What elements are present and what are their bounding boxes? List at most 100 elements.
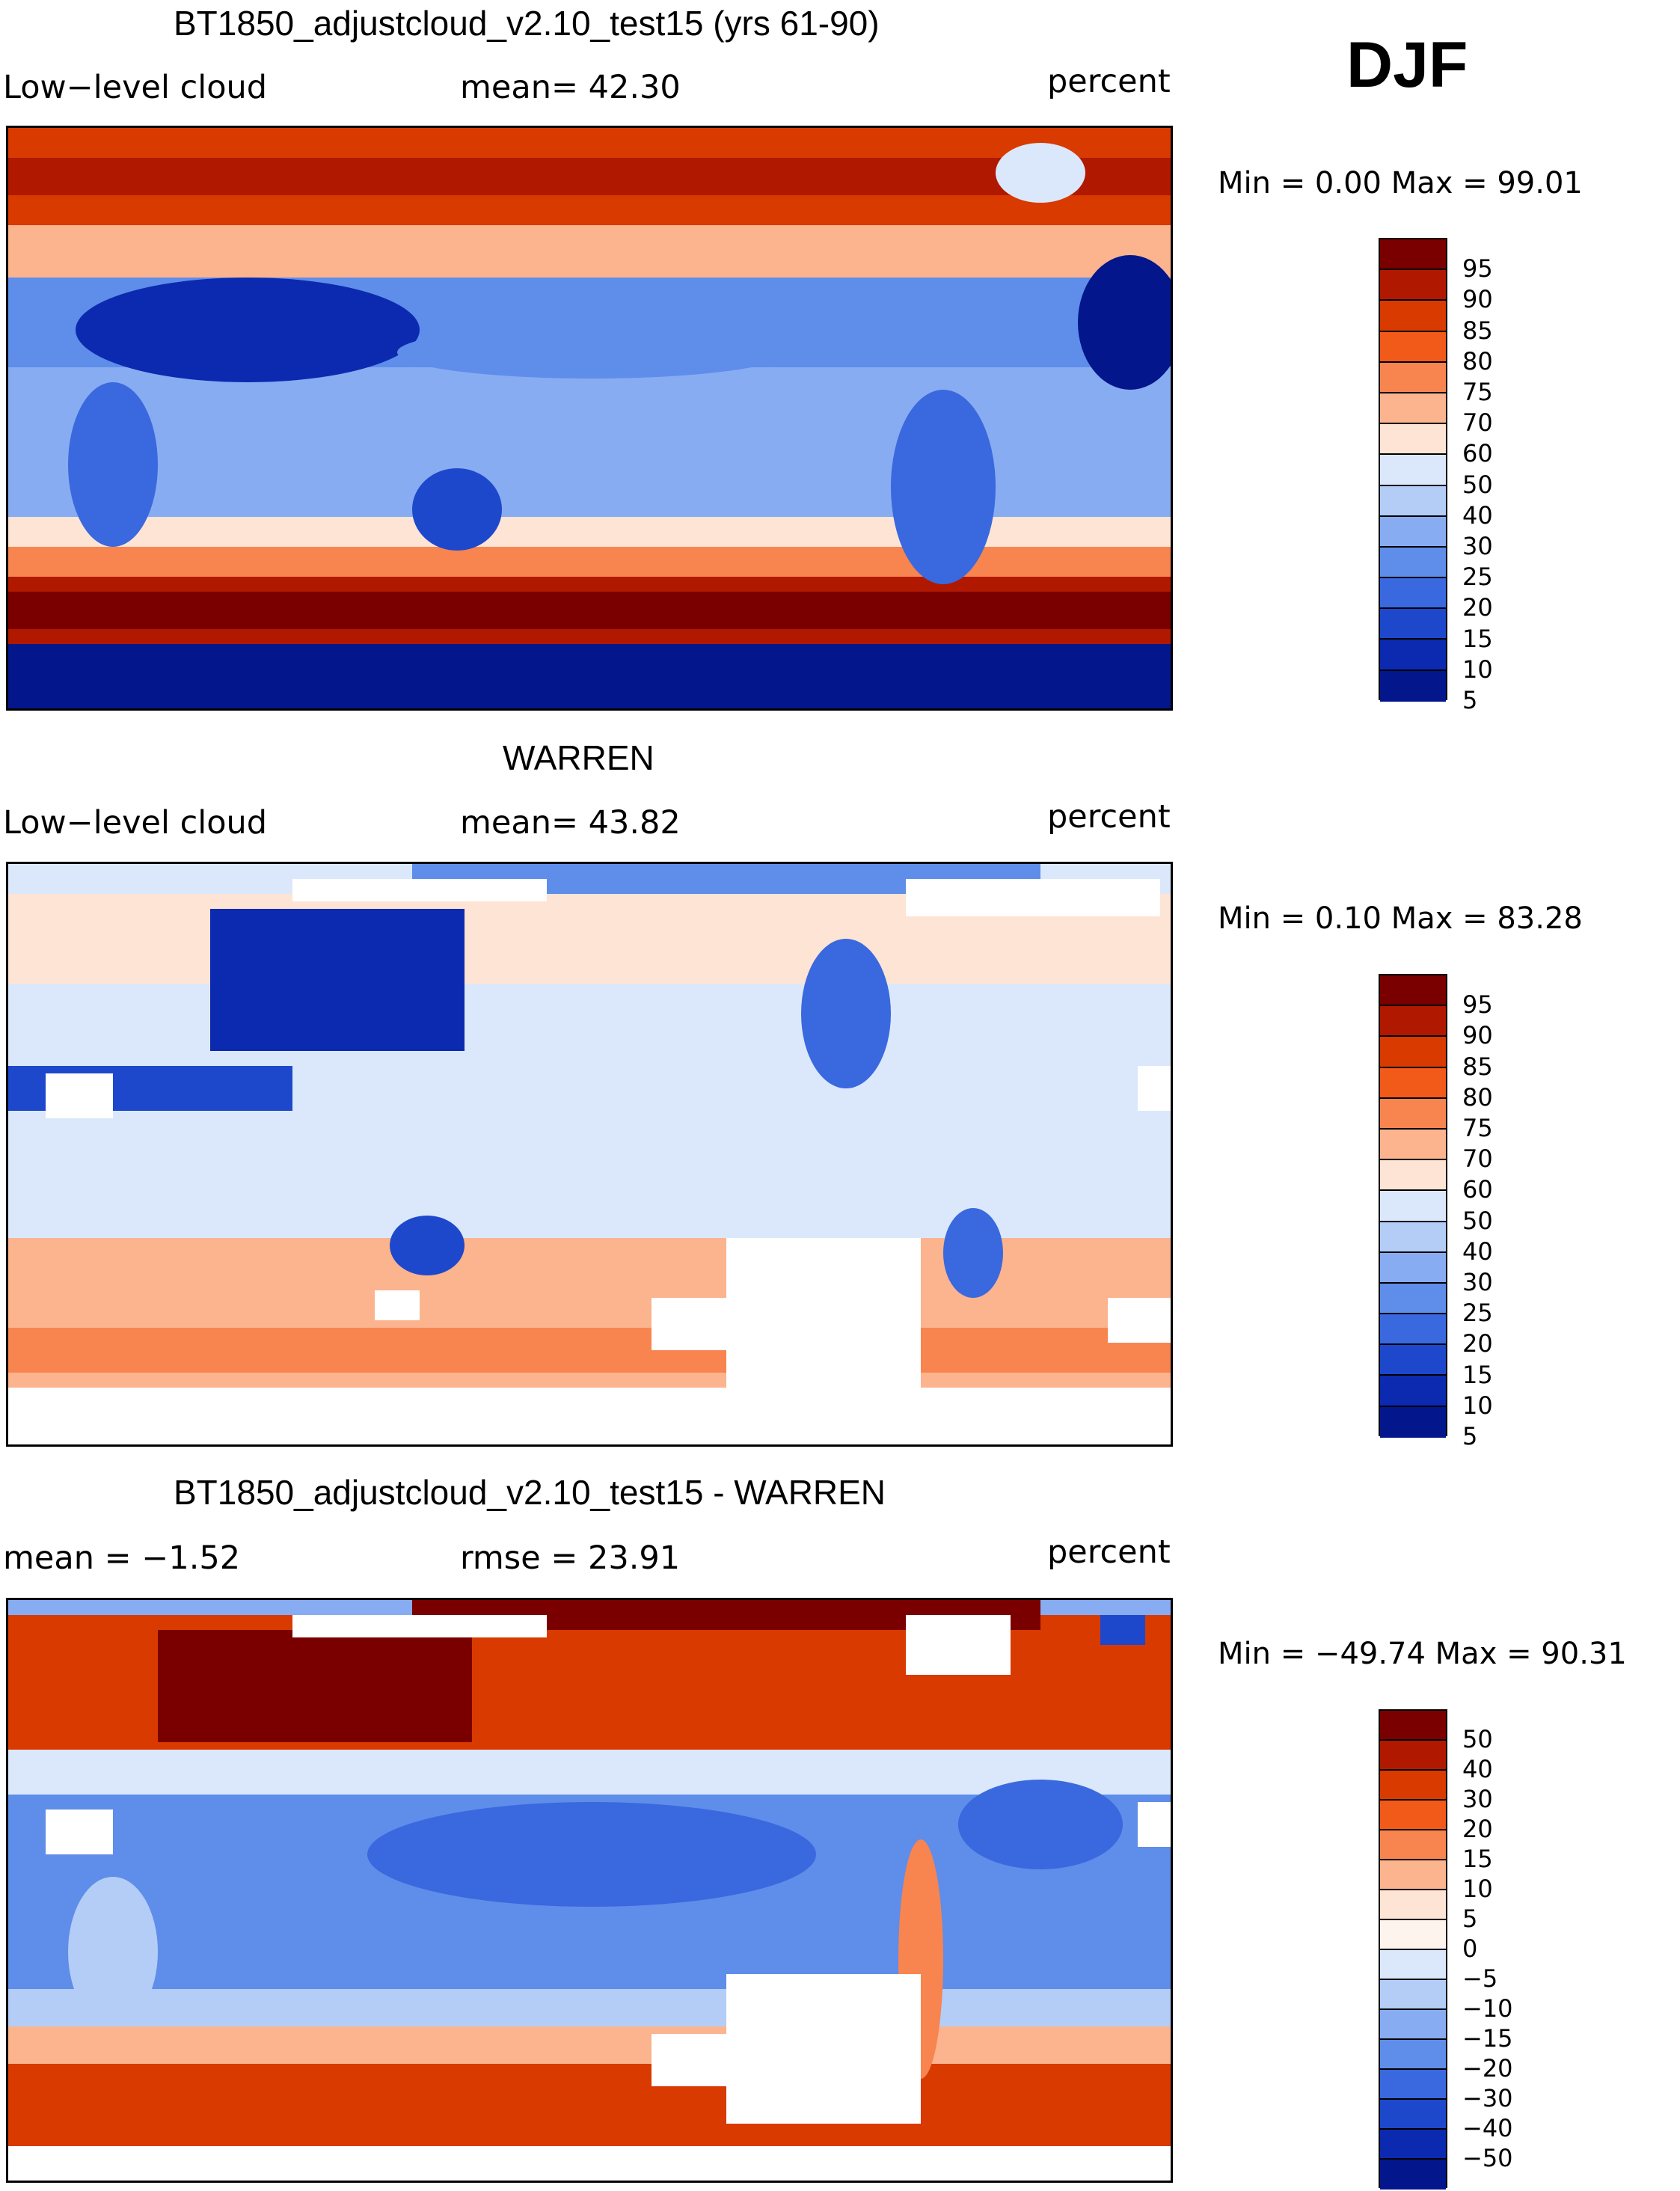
colorbar-tick-label: 30 xyxy=(1462,1785,1493,1813)
colorbar-swatch xyxy=(1380,516,1446,548)
panel2-colorbar xyxy=(1379,974,1447,1438)
panel1-map xyxy=(6,126,1173,711)
colorbar-swatch xyxy=(1380,301,1446,332)
colorbar-tick-label: 10 xyxy=(1462,655,1493,684)
colorbar-swatch xyxy=(1380,2130,1446,2160)
colorbar-tick-label: −5 xyxy=(1462,1964,1498,1993)
colorbar-swatch xyxy=(1380,362,1446,393)
panel3-map xyxy=(6,1598,1173,2183)
colorbar-swatch xyxy=(1380,1345,1446,1376)
colorbar-swatch xyxy=(1380,455,1446,486)
panel3-title: BT1850_adjustcloud_v2.10_test15 - WARREN xyxy=(174,1473,886,1512)
panel3-colorbar xyxy=(1379,1709,1447,2190)
colorbar-swatch xyxy=(1380,975,1446,1007)
colorbar-tick-label: 20 xyxy=(1462,593,1493,622)
colorbar-tick-label: 5 xyxy=(1462,686,1478,714)
colorbar-tick-label: −50 xyxy=(1462,2144,1513,2172)
colorbar-swatch xyxy=(1380,1222,1446,1253)
colorbar-tick-label: 40 xyxy=(1462,500,1493,530)
colorbar-swatch xyxy=(1380,1037,1446,1068)
colorbar-swatch xyxy=(1380,1711,1446,1741)
colorbar-swatch xyxy=(1380,2010,1446,2040)
panel3-minmax: Min = −49.74 Max = 90.31 xyxy=(1218,1637,1627,1671)
colorbar-swatch xyxy=(1380,1160,1446,1192)
colorbar-tick-label: 85 xyxy=(1462,316,1493,345)
colorbar-tick-label: 15 xyxy=(1462,1845,1493,1873)
colorbar-swatch xyxy=(1380,640,1446,671)
colorbar-swatch xyxy=(1380,1191,1446,1222)
colorbar-swatch xyxy=(1380,485,1446,517)
colorbar-tick-label: 70 xyxy=(1462,408,1493,438)
colorbar-tick-label: 90 xyxy=(1462,285,1493,314)
colorbar-tick-label: −20 xyxy=(1462,2054,1513,2083)
colorbar-tick-label: 50 xyxy=(1462,1206,1493,1235)
colorbar-tick-label: −15 xyxy=(1462,2024,1513,2053)
colorbar-tick-label: 20 xyxy=(1462,1815,1493,1843)
colorbar-swatch xyxy=(1380,1376,1446,1407)
colorbar-tick-label: 20 xyxy=(1462,1329,1493,1358)
colorbar-tick-label: −40 xyxy=(1462,2114,1513,2142)
colorbar-tick-label: 25 xyxy=(1462,1299,1493,1328)
panel1-units: percent xyxy=(1047,63,1171,100)
colorbar-tick-label: 60 xyxy=(1462,439,1493,468)
colorbar-tick-label: 30 xyxy=(1462,1268,1493,1296)
season-label: DJF xyxy=(1346,29,1468,101)
colorbar-swatch xyxy=(1380,547,1446,579)
colorbar-swatch xyxy=(1380,424,1446,456)
colorbar-swatch xyxy=(1380,578,1446,610)
colorbar-swatch xyxy=(1380,1830,1446,1860)
colorbar-swatch xyxy=(1380,1283,1446,1315)
colorbar-swatch xyxy=(1380,270,1446,301)
colorbar-swatch xyxy=(1380,1771,1446,1801)
colorbar-tick-label: 60 xyxy=(1462,1175,1493,1204)
panel2-units: percent xyxy=(1047,798,1171,836)
colorbar-swatch xyxy=(1380,2040,1446,2070)
panel1-colorbar xyxy=(1379,238,1447,702)
colorbar-swatch xyxy=(1380,1098,1446,1130)
panel2-variable: Low−level cloud xyxy=(3,804,268,842)
colorbar-tick-label: 15 xyxy=(1462,624,1493,653)
colorbar-tick-label: 95 xyxy=(1462,254,1493,284)
colorbar-tick-label: 50 xyxy=(1462,470,1493,499)
colorbar-tick-label: 5 xyxy=(1462,1905,1478,1933)
colorbar-swatch xyxy=(1380,1314,1446,1346)
panel1-minmax: Min = 0.00 Max = 99.01 xyxy=(1218,166,1583,200)
colorbar-tick-label: 10 xyxy=(1462,1391,1493,1420)
colorbar-swatch xyxy=(1380,2160,1446,2190)
colorbar-swatch xyxy=(1380,1950,1446,1980)
panel2-mean: mean= 43.82 xyxy=(460,804,681,842)
colorbar-swatch xyxy=(1380,1890,1446,1920)
panel3-mean: mean = −1.52 xyxy=(3,1539,241,1577)
colorbar-tick-label: 75 xyxy=(1462,378,1493,406)
colorbar-swatch xyxy=(1380,331,1446,363)
colorbar-tick-label: 50 xyxy=(1462,1725,1493,1753)
colorbar-tick-label: 10 xyxy=(1462,1875,1493,1903)
colorbar-tick-label: 0 xyxy=(1462,1934,1478,1963)
colorbar-swatch xyxy=(1380,1920,1446,1950)
colorbar-swatch xyxy=(1380,1860,1446,1890)
colorbar-swatch xyxy=(1380,1980,1446,2010)
panel2-map xyxy=(6,862,1173,1447)
colorbar-swatch xyxy=(1380,1406,1446,1438)
colorbar-swatch xyxy=(1380,1067,1446,1099)
panel2-title: WARREN xyxy=(503,738,654,777)
colorbar-tick-label: 70 xyxy=(1462,1144,1493,1174)
colorbar-swatch xyxy=(1380,2100,1446,2130)
colorbar-tick-label: −10 xyxy=(1462,1994,1513,2023)
colorbar-tick-label: 90 xyxy=(1462,1021,1493,1050)
colorbar-tick-label: 40 xyxy=(1462,1755,1493,1783)
panel1-variable: Low−level cloud xyxy=(3,69,268,106)
colorbar-tick-label: 95 xyxy=(1462,990,1493,1020)
panel3-rmse: rmse = 23.91 xyxy=(460,1539,681,1577)
colorbar-tick-label: 85 xyxy=(1462,1052,1493,1081)
colorbar-swatch xyxy=(1380,1252,1446,1284)
colorbar-tick-label: 5 xyxy=(1462,1422,1478,1450)
colorbar-swatch xyxy=(1380,670,1446,702)
colorbar-swatch xyxy=(1380,1129,1446,1161)
colorbar-tick-label: 15 xyxy=(1462,1360,1493,1389)
colorbar-swatch xyxy=(1380,2070,1446,2100)
panel1-title: BT1850_adjustcloud_v2.10_test15 (yrs 61-… xyxy=(174,4,880,43)
colorbar-swatch xyxy=(1380,1006,1446,1038)
colorbar-tick-label: 25 xyxy=(1462,563,1493,592)
colorbar-swatch xyxy=(1380,239,1446,271)
